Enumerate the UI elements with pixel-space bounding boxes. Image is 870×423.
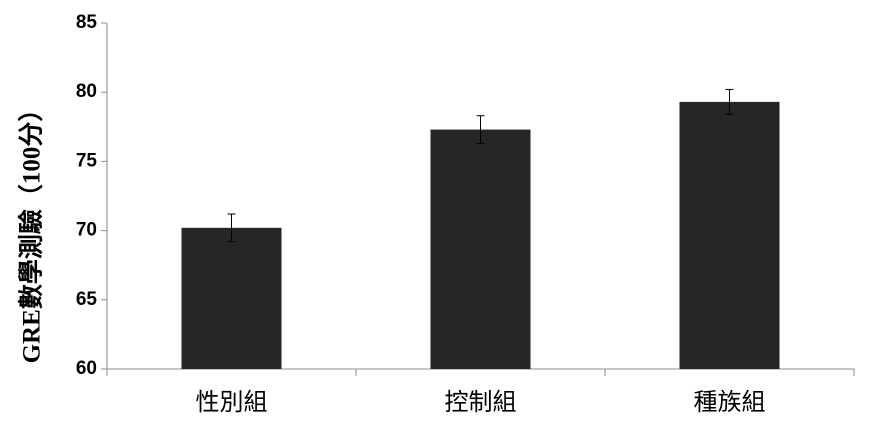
y-tick-label: 60 [76,358,97,379]
bar [430,129,531,369]
bar [181,227,282,369]
error-bar [476,115,485,144]
y-tick-label: 85 [76,12,98,33]
y-tick-label: 75 [76,150,98,171]
y-tick-label: 65 [76,289,98,310]
category-label: 種族組 [694,388,766,416]
y-axis: 60 65 70 75 80 85 [76,12,108,379]
bars [181,101,780,369]
category-label: 控制組 [445,388,517,416]
bar [679,101,780,369]
x-axis [106,368,855,376]
error-bar [725,88,734,115]
error-bars [227,88,734,243]
category-labels: 性別組 控制組 種族組 [196,388,766,416]
y-axis-title: GRE數學測驗（100分） [17,97,46,364]
y-tick-label: 80 [76,81,97,102]
category-label: 性別組 [196,388,268,416]
y-tick-label: 70 [76,220,97,241]
error-bar [227,213,236,243]
